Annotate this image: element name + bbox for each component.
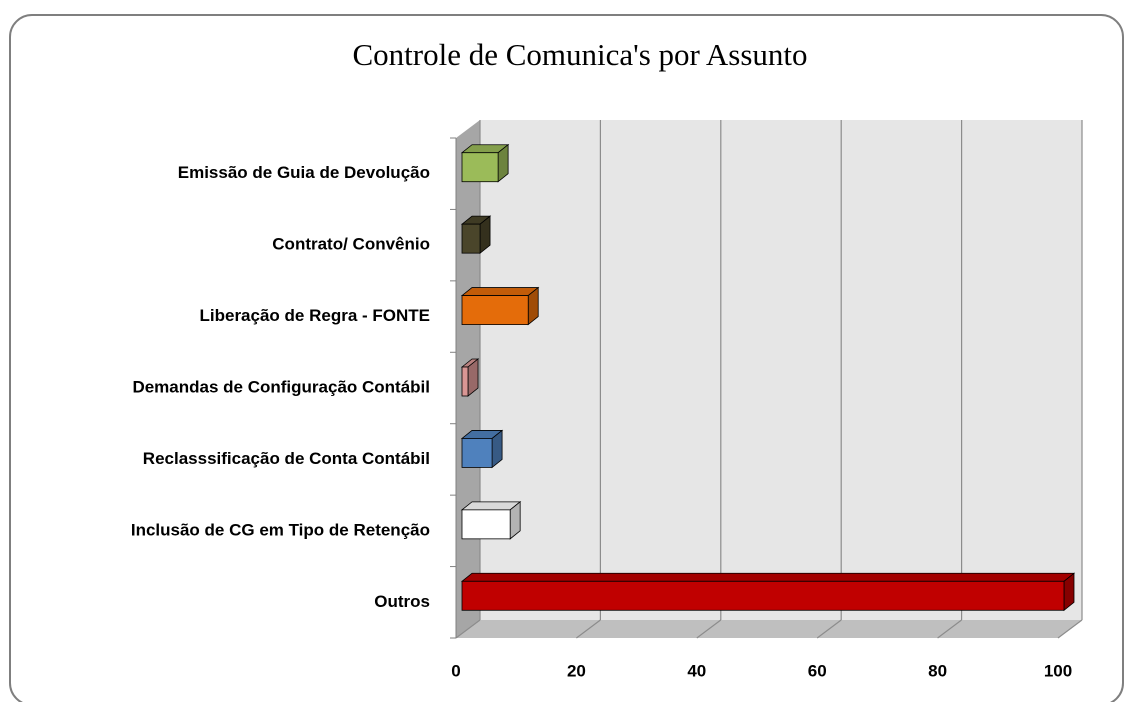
bar [461, 152, 499, 183]
x-tick-label: 60 [808, 661, 827, 680]
bar [461, 223, 481, 254]
y-tick-label: Demandas de Configuração Contábil [132, 377, 430, 396]
bar [461, 509, 511, 540]
bar-top [460, 572, 1076, 582]
x-tick-label: 0 [451, 661, 460, 680]
grid-line [455, 619, 481, 639]
chart-title: Controle de Comunica's por Assunto [352, 37, 807, 72]
y-tick-label: Reclasssificação de Conta Contábil [143, 449, 430, 468]
floor [456, 620, 1082, 638]
x-tick-label: 40 [687, 661, 706, 680]
bar [461, 366, 469, 397]
plot-area: 0 20 40 60 80 100 Emissão de Guia de Devolução… [131, 120, 1083, 680]
x-tick-label: 20 [567, 661, 586, 680]
grid-line [937, 619, 962, 639]
grid-line [1057, 619, 1083, 639]
y-tick-label: Emissão de Guia de Devolução [178, 163, 430, 182]
bar [461, 295, 529, 325]
x-tick-label: 80 [928, 661, 947, 680]
y-tick-label: Inclusão de CG em Tipo de Retenção [131, 520, 430, 539]
x-tick-label: 100 [1044, 661, 1072, 680]
y-tick-label: Liberação de Regra - FONTE [200, 306, 431, 325]
grid-line [696, 619, 722, 639]
back-wall [480, 120, 1082, 620]
bar-top [460, 287, 540, 296]
bar [461, 580, 1065, 611]
y-tick-label: Contrato/ Convênio [272, 235, 430, 254]
y-tick-label: Outros [374, 592, 430, 611]
grid-line [576, 619, 601, 639]
bar [461, 438, 493, 468]
grid-line [816, 619, 842, 639]
